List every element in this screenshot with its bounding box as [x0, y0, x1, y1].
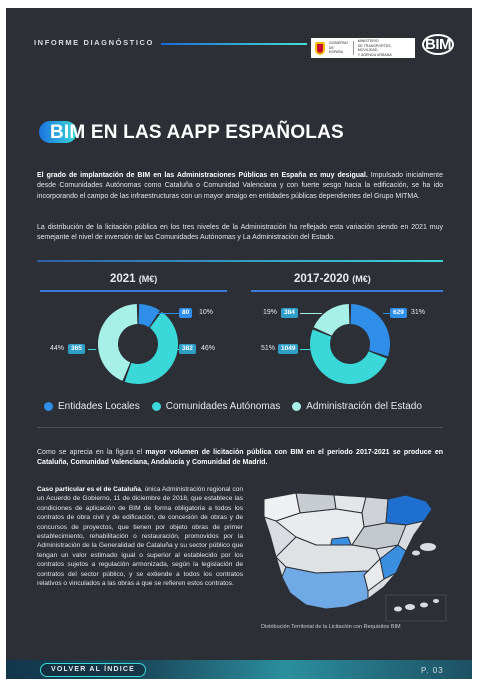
section-divider [37, 260, 443, 262]
chart-2017-2020-value-estado: 384 [281, 308, 298, 318]
page-number: P. 03 [421, 666, 444, 675]
donut-chart-2017-2020 [309, 304, 390, 385]
donut-slice-administraci-n-del-estado [313, 304, 350, 336]
legend-divider [37, 427, 443, 428]
donut-slice-administraci-n-del-estado [98, 304, 138, 381]
chart-2021-pct-entidades: 10% [199, 309, 214, 316]
donut-slice-entidades-locales [350, 304, 390, 357]
page-title: BIM EN LAS AAPP ESPAÑOLAS [50, 122, 344, 143]
legend-item-entidades: Entidades Locales [44, 401, 140, 412]
chart-2017-2020-pct-comunidades: 51% [261, 345, 276, 352]
donut-slice-entidades-locales [138, 304, 160, 328]
regional-paragraph: Como se aprecia en la figura el mayor vo… [37, 449, 443, 467]
title-accent-pill [39, 121, 77, 143]
header-divider [161, 43, 307, 45]
legend-item-comunidades: Comunidades Autónomas [151, 401, 280, 412]
chart-2021-value-estado: 365 [68, 344, 85, 354]
cataluna-paragraph: Caso particular es el de Cataluña, única… [37, 486, 243, 588]
chart-legend: Entidades Locales Comunidades Autónomas … [44, 401, 422, 412]
chart-2021-value-entidades: 80 [179, 308, 193, 318]
chart-2017-2020-pct-estado: 19% [263, 309, 278, 316]
back-to-index-button[interactable]: VOLVER AL ÍNDICE [40, 663, 146, 677]
government-logo: GOBIERNO DE ESPAÑA MINISTERIO DE TRANSPO… [311, 38, 415, 58]
donut-chart-2021 [98, 304, 178, 384]
bim-logo: BIM [422, 34, 454, 55]
coat-of-arms-icon [315, 41, 325, 55]
chart-2021-underline [40, 290, 227, 292]
section-label: INFORME DIAGNÓSTICO [34, 38, 154, 47]
legend-item-estado: Administración del Estado [292, 401, 422, 412]
donut-slice-comunidades-aut-nomas [124, 311, 178, 384]
donut-slice-comunidades-aut-nomas [309, 329, 388, 385]
chart-2021-pct-comunidades: 46% [201, 345, 216, 352]
intro-paragraph: El grado de implantación de BIM en las A… [37, 172, 443, 200]
chart-2021-pct-estado: 44% [50, 345, 65, 352]
report-page: INFORME DIAGNÓSTICO GOBIERNO DE ESPAÑA M… [6, 8, 472, 679]
chart-2017-2020-pct-entidades: 31% [411, 309, 426, 316]
chart-2017-2020-underline [251, 290, 443, 292]
map-caption: Distribución Territorial de la Licitació… [261, 624, 401, 630]
chart-2021-value-comunidades: 382 [179, 344, 196, 354]
chart-2017-2020-value-comunidades: 1049 [278, 344, 299, 354]
chart-2021-title: 2021 (M€) [110, 273, 158, 285]
distribution-paragraph: La distribución de la licitación pública… [37, 224, 443, 242]
chart-2017-2020-value-entidades: 629 [390, 308, 407, 318]
spain-map [256, 487, 452, 633]
chart-2017-2020-title: 2017-2020 (M€) [294, 273, 371, 285]
